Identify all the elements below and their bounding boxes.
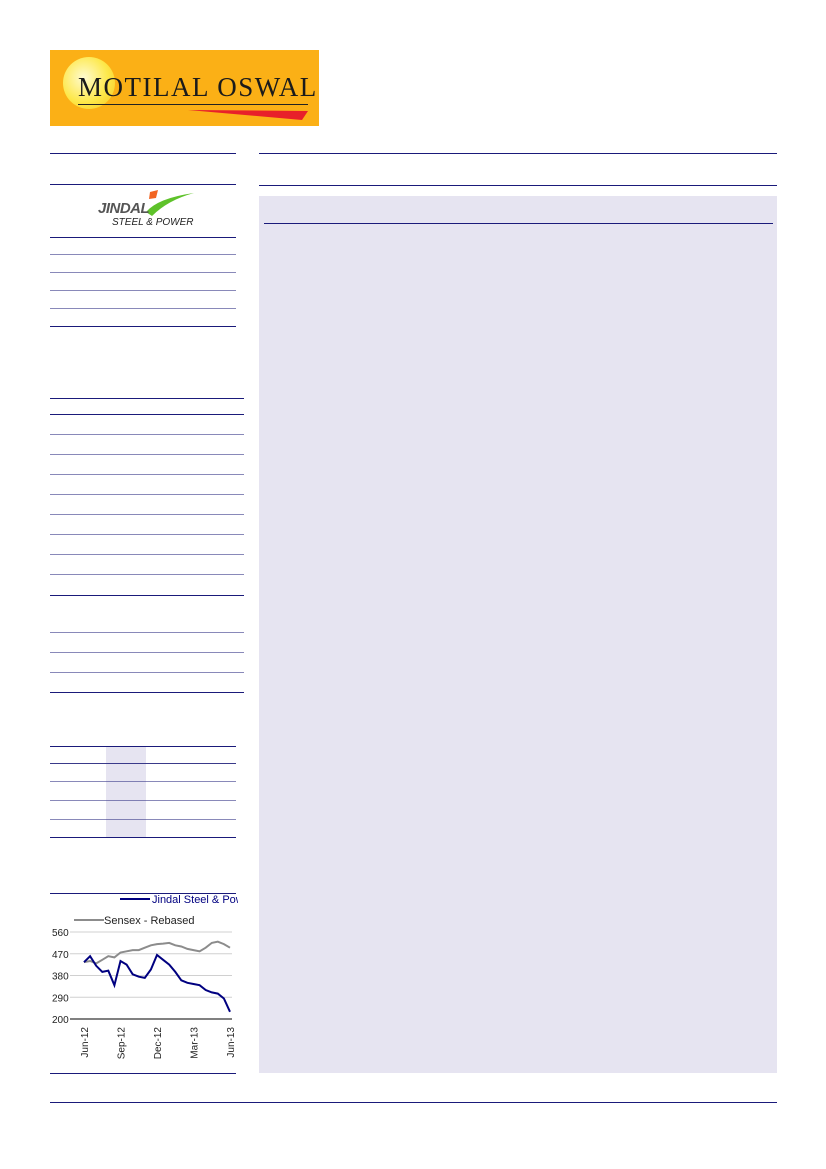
divider [50, 326, 236, 327]
logo-underline [78, 104, 308, 105]
divider [50, 153, 236, 154]
divider [50, 454, 244, 455]
jindal-logo: JINDAL STEEL & POWER [98, 190, 198, 230]
legend-label-jsp: Jindal Steel & Power [152, 894, 238, 906]
sun-logo-mark [63, 57, 115, 109]
divider [50, 434, 244, 435]
divider [259, 153, 777, 154]
x-tick-label: Dec-12 [153, 1027, 164, 1060]
divider [50, 800, 236, 801]
jindal-name: JINDAL [98, 200, 150, 217]
red-swoosh-icon [188, 110, 308, 120]
divider [50, 308, 236, 309]
summary-panel [259, 196, 777, 1073]
divider [50, 514, 244, 515]
divider [50, 237, 236, 238]
divider [50, 632, 244, 633]
series-line-jsp [83, 953, 231, 1013]
legend-label-sensex: Sensex - Rebased [104, 915, 195, 927]
series-line-sensex [83, 940, 231, 965]
x-tick-label: Mar-13 [190, 1027, 201, 1059]
stock-performance-chart: Jindal Steel & Power Sensex - Rebased 56… [52, 894, 238, 1060]
divider [50, 893, 236, 894]
divider [50, 272, 236, 273]
motilal-oswal-logo: MOTILAL OSWAL [50, 50, 319, 126]
divider [50, 672, 244, 673]
y-tick-label: 200 [52, 1015, 69, 1026]
divider [50, 837, 236, 838]
divider [50, 554, 244, 555]
divider [50, 398, 244, 399]
jindal-subtitle: STEEL & POWER [112, 217, 194, 228]
panel-divider [264, 223, 773, 224]
x-tick-label: Sep-12 [117, 1027, 128, 1060]
divider [259, 185, 777, 186]
divider [50, 474, 244, 475]
divider [50, 254, 236, 255]
y-tick-label: 380 [52, 972, 69, 983]
y-tick-label: 470 [52, 950, 69, 961]
divider [50, 534, 244, 535]
divider [50, 652, 244, 653]
divider [50, 290, 236, 291]
divider [50, 692, 244, 693]
divider [50, 819, 236, 820]
divider [50, 494, 244, 495]
divider [50, 781, 236, 782]
divider [50, 595, 244, 596]
y-tick-label: 560 [52, 928, 69, 939]
divider [50, 746, 236, 747]
footer-divider [50, 1102, 777, 1103]
x-tick-label: Jun-12 [80, 1027, 91, 1058]
checkmark-flag-icon [146, 190, 194, 216]
divider [50, 763, 236, 764]
divider [50, 574, 244, 575]
logo-text: MOTILAL OSWAL [78, 72, 318, 102]
divider [50, 184, 236, 185]
x-tick-label: Jun-13 [226, 1027, 237, 1058]
y-tick-label: 290 [52, 993, 69, 1004]
divider [50, 414, 244, 415]
divider [50, 1073, 236, 1074]
highlight-column [106, 746, 146, 837]
